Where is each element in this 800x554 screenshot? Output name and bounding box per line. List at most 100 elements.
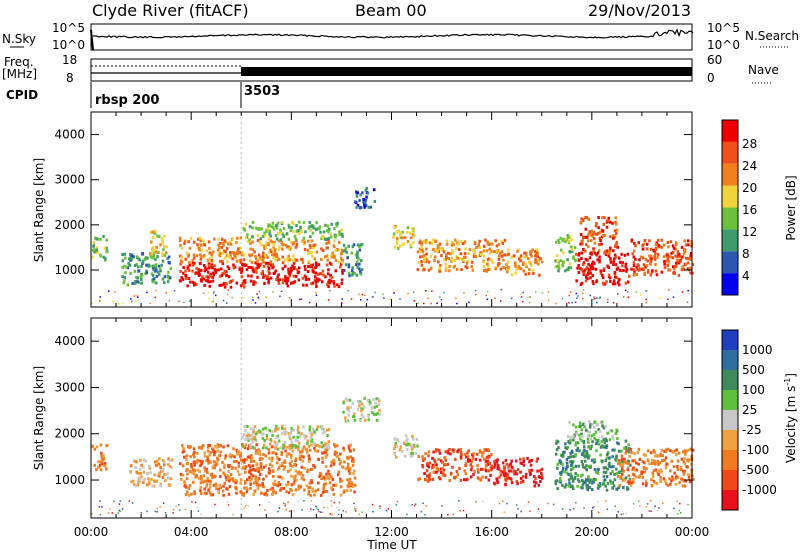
velocity-data-cell (249, 486, 252, 490)
velocity-data-cell (188, 469, 192, 473)
power-data-cell (211, 279, 215, 283)
velocity-data-cell (517, 508, 519, 510)
power-data-cell (433, 259, 436, 262)
power-data-cell (154, 250, 158, 254)
velocity-data-cell (540, 471, 543, 475)
power-data-cell (579, 267, 582, 271)
power-data-cell (691, 263, 694, 266)
power-data-cell (589, 264, 592, 268)
power-data-cell (530, 263, 533, 267)
power-data-cell (681, 291, 684, 293)
velocity-data-cell (567, 478, 571, 482)
power-data-cell (240, 267, 244, 271)
power-data-cell (325, 254, 329, 258)
velocity-data-cell (146, 483, 149, 487)
power-data-cell (206, 258, 210, 262)
power-data-cell (187, 277, 191, 280)
power-data-cell (233, 251, 236, 255)
velocity-data-cell (356, 407, 360, 411)
velocity-data-cell (644, 484, 648, 488)
velocity-data-cell (239, 453, 243, 457)
power-data-cell (257, 227, 260, 231)
velocity-data-cell (633, 459, 636, 463)
velocity-data-cell (272, 489, 276, 493)
power-data-cell (279, 230, 283, 234)
power-data-cell (144, 272, 147, 276)
power-data-cell (355, 205, 358, 209)
velocity-data-cell (309, 431, 312, 435)
velocity-data-cell (243, 460, 246, 464)
power-data-cell (566, 236, 570, 239)
power-data-cell (209, 280, 212, 284)
velocity-data-cell (592, 477, 596, 481)
power-data-cell (532, 272, 535, 275)
velocity-data-cell (270, 492, 274, 496)
velocity-data-cell (244, 480, 247, 484)
power-data-cell (318, 278, 321, 282)
power-data-cell (303, 240, 307, 244)
velocity-data-cell (679, 477, 683, 481)
power-data-cell (123, 252, 126, 256)
velocity-data-cell (581, 483, 585, 487)
power-data-cell (533, 260, 537, 264)
velocity-data-cell (321, 431, 325, 435)
velocity-data-cell (275, 452, 278, 456)
velocity-data-cell (281, 463, 284, 467)
velocity-data-cell (204, 491, 208, 495)
velocity-data-cell (262, 446, 265, 450)
velocity-data-cell (614, 505, 616, 507)
power-data-cell (339, 265, 342, 269)
power-data-cell (633, 269, 636, 273)
power-data-cell (588, 232, 592, 236)
velocity-data-cell (641, 475, 645, 479)
velocity-data-cell (306, 442, 309, 445)
velocity-data-cell (147, 477, 150, 481)
velocity-data-cell (100, 462, 104, 466)
velocity-data-cell (283, 440, 287, 444)
power-data-cell (624, 265, 627, 269)
power-data-cell (299, 225, 302, 229)
velocity-data-cell (100, 456, 104, 460)
velocity-data-cell (588, 486, 591, 489)
power-data-cell (420, 248, 424, 252)
power-data-cell (465, 261, 469, 265)
velocity-data-cell (267, 467, 271, 471)
velocity-data-cell (588, 430, 591, 434)
velocity-data-cell (231, 477, 234, 481)
power-data-cell (562, 237, 565, 241)
power-data-cell (212, 273, 216, 277)
velocity-data-cell (598, 429, 602, 433)
power-data-cell (362, 198, 365, 201)
power-data-cell (592, 247, 595, 251)
power-data-cell (674, 265, 677, 268)
velocity-data-cell (91, 444, 94, 448)
power-data-cell (244, 263, 248, 267)
power-data-cell (589, 294, 591, 297)
power-data-cell (561, 297, 564, 300)
velocity-data-cell (663, 458, 666, 462)
power-data-cell (277, 239, 281, 243)
velocity-data-cell (346, 466, 350, 469)
power-data-cell (604, 253, 608, 257)
power-data-cell (632, 261, 636, 265)
velocity-data-cell (682, 460, 685, 464)
velocity-data-cell (688, 480, 692, 484)
velocity-data-cell (639, 505, 641, 507)
power-data-cell (258, 298, 260, 300)
velocity-data-cell (244, 437, 247, 441)
power-data-cell (124, 271, 127, 275)
power-data-cell (121, 275, 124, 279)
power-data-cell (199, 257, 203, 261)
power-data-cell (91, 248, 95, 252)
velocity-data-cell (274, 446, 277, 450)
freq-left-tick-bottom: 8 (66, 71, 74, 85)
power-data-cell (136, 296, 139, 298)
velocity-data-cell (663, 449, 666, 453)
velocity-data-cell (327, 507, 329, 509)
power-data-cell (482, 249, 485, 253)
velocity-data-cell (292, 482, 295, 486)
power-data-cell (178, 279, 182, 283)
power-data-cell (165, 292, 168, 294)
velocity-data-cell (107, 512, 110, 514)
velocity-data-cell (501, 461, 505, 465)
